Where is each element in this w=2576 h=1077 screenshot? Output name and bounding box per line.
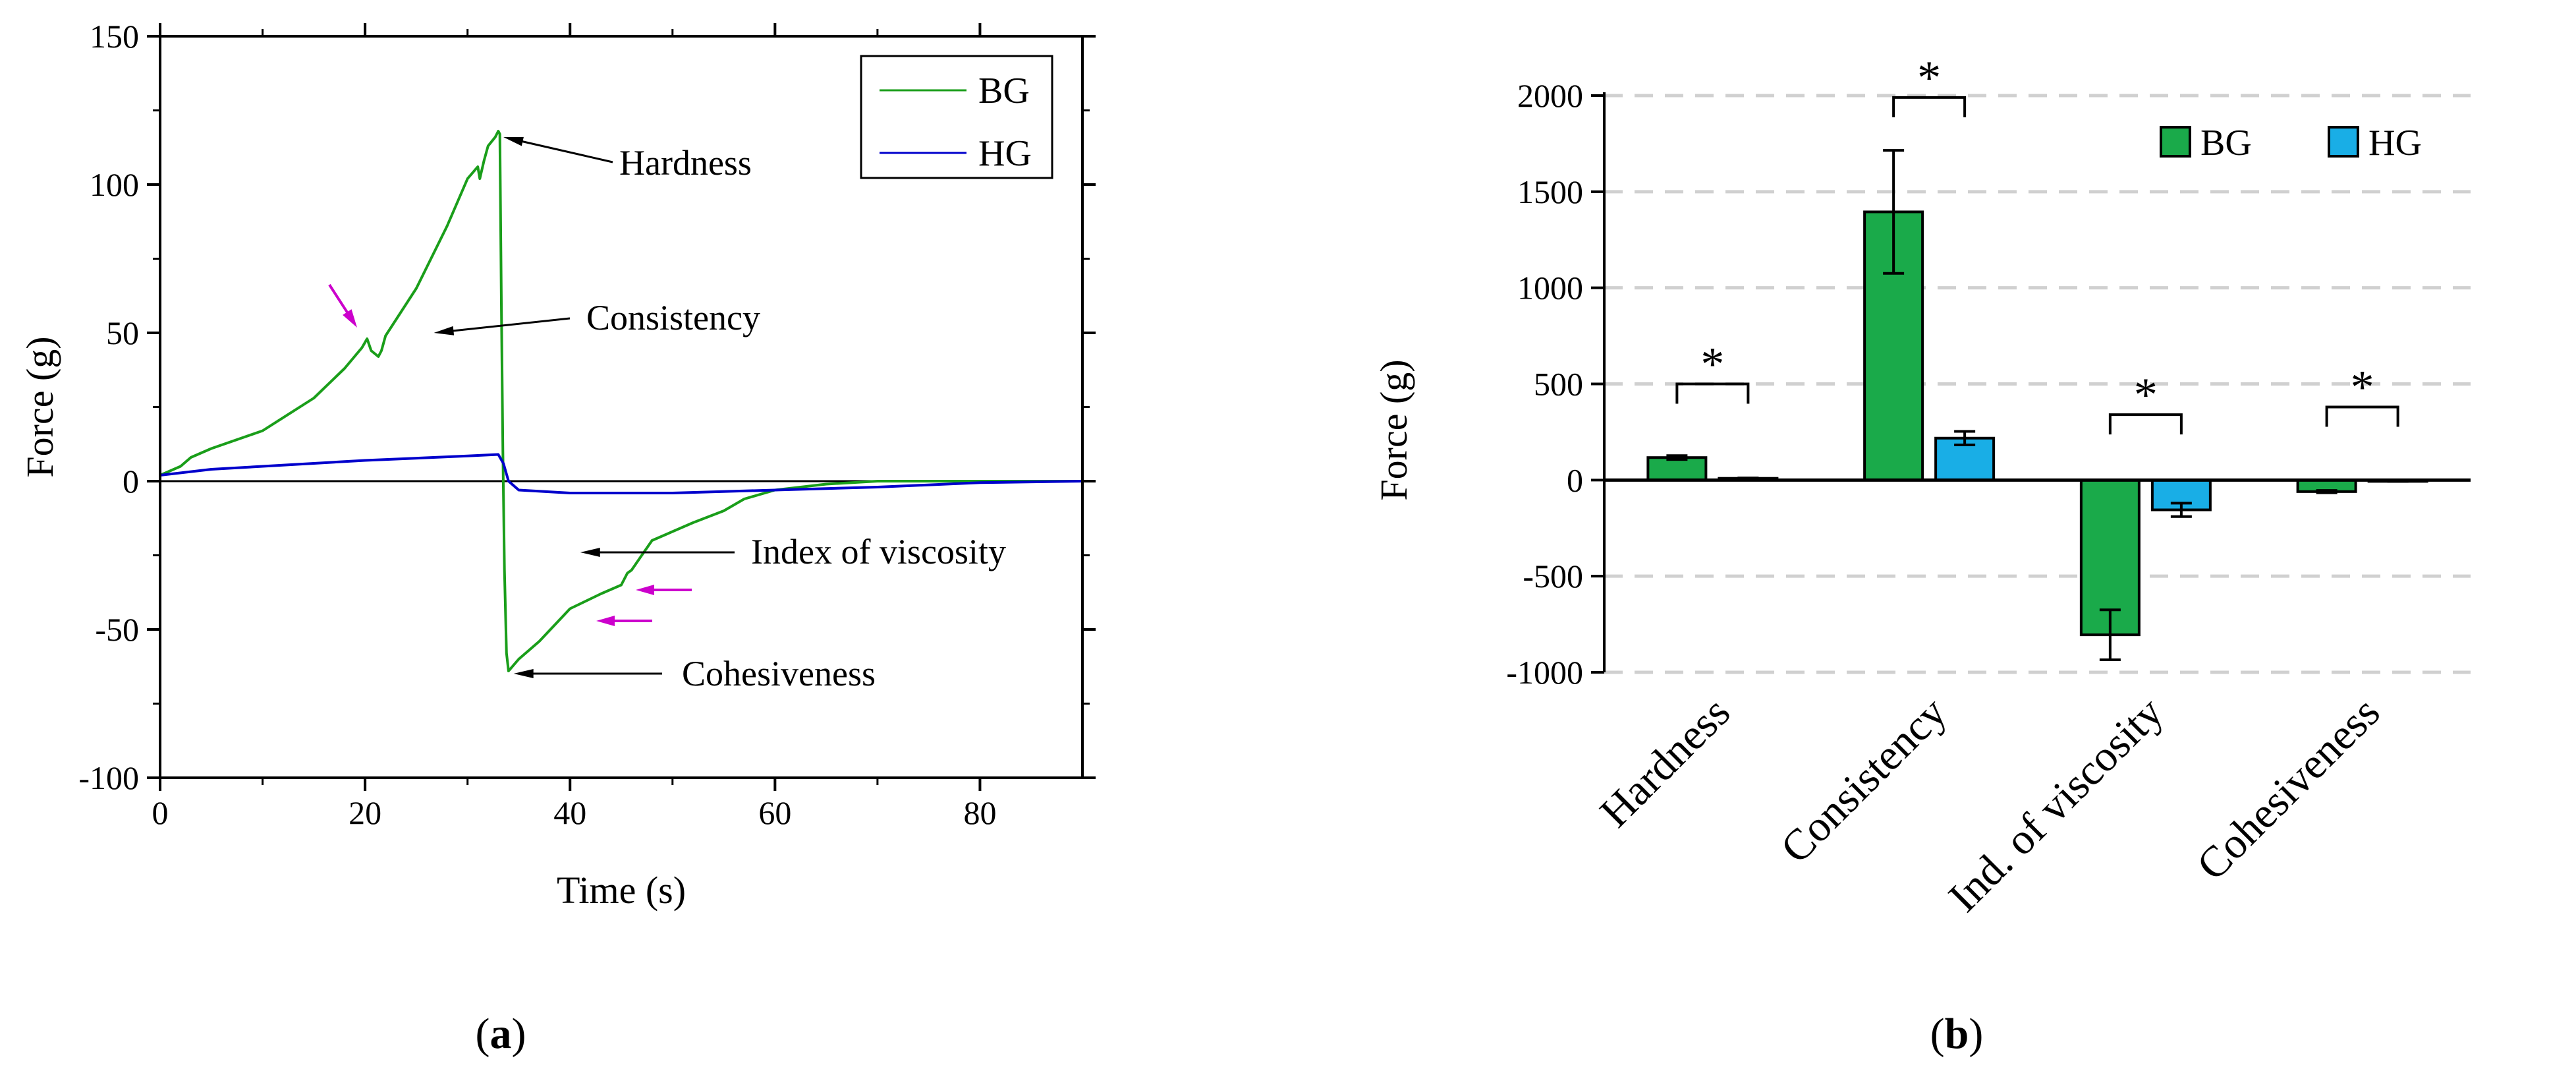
bar-bg-0 [1646,456,1708,482]
annotation-arrow-1-head [434,326,455,335]
panel-a-line-chart: Time (s) Force (g) BG HG Hardness Consis… [18,18,1096,912]
annotation-cohesiveness: Cohesiveness [682,654,876,693]
significance-bracket-2 [2108,413,2183,435]
panel-b-label: (b) [1930,1010,1984,1058]
panel-b-y-axis-title: Force (g) [1372,359,1415,500]
y-tick-label-150: 150 [90,18,139,55]
annotation-arrow-0-head [503,136,524,146]
y-tick-label--50: -50 [95,611,139,648]
y-tick-label-0: 0 [123,463,139,500]
magenta-highlight-arrow-2-head [596,616,615,626]
legend-label-hg: HG [2368,123,2422,163]
significance-star-0: * [1700,338,1724,391]
panel-a-label-close: ) [512,1010,526,1058]
category-label-1: Consistency [1772,688,1956,873]
legend-swatch-hg [2328,126,2359,158]
panel-a-x-axis-title: Time (s) [557,869,686,912]
panel-b-label-open: ( [1930,1010,1945,1058]
y-tick-label--500: -500 [1523,558,1583,595]
annotation-arrow-1-shaft [449,317,571,332]
x-tick-label-40: 40 [553,794,586,831]
x-tick-label-60: 60 [758,794,791,831]
magenta-highlight-arrow-1-head [636,585,654,595]
y-tick-label--100: -100 [78,759,139,796]
series-line-bg [159,130,1082,672]
magenta-highlight-arrow-0-head [343,309,357,328]
category-label-0: Hardness [1591,688,1739,836]
panel-a-label: (a) [476,1010,526,1058]
y-tick-label-50: 50 [106,314,139,351]
y-tick-label-2000: 2000 [1517,77,1583,114]
annotation-hardness: Hardness [619,143,752,183]
panel-a-legend: BG HG [860,55,1053,179]
x-tick-label-80: 80 [963,794,996,831]
category-label-3: Cohesiveness [2188,688,2390,890]
legend-label-bg: BG [978,71,1030,111]
panel-a-label-open: ( [476,1010,490,1058]
annotation-consistency: Consistency [586,298,760,337]
y-tick-label-100: 100 [90,166,139,203]
panel-b-label-close: ) [1969,1010,1983,1058]
significance-bracket-1 [1892,96,1967,117]
legend-label-bg: BG [2200,123,2252,163]
y-tick-label-1500: 1500 [1517,173,1583,210]
legend-label-hg: HG [978,133,1032,174]
significance-bracket-0 [1675,382,1750,404]
annotation-arrow-0-shaft [518,139,613,163]
panel-a-y-axis-title: Force (g) [18,336,61,477]
y-tick-label--1000: -1000 [1506,654,1583,691]
significance-star-3: * [2351,361,2374,414]
annotation-arrow-2-head [580,548,600,557]
category-label-2: Ind. of viscosity [1940,688,2173,921]
magenta-highlight-arrow-0-shaft [328,283,350,316]
y-tick-label-1000: 1000 [1517,270,1583,306]
annotation-arrow-3-head [513,669,534,678]
significance-star-1: * [1917,51,1941,104]
x-tick-label-20: 20 [349,794,381,831]
panel-a-label-letter: a [490,1010,512,1058]
significance-star-2: * [2134,368,2158,421]
panel-a-legend-box [860,55,1053,179]
y-tick-label-500: 500 [1534,366,1583,403]
panel-b-label-letter: b [1945,1010,1969,1058]
y-tick-label-0: 0 [1567,461,1583,498]
panel-b-legend: BG HG [2160,123,2422,163]
annotation-index-of-viscosity: Index of viscosity [751,532,1006,571]
significance-bracket-3 [2325,405,2399,427]
series-line-hg [159,453,1083,494]
legend-swatch-bg [2160,126,2191,158]
x-tick-label-0: 0 [152,794,169,831]
panel-b-bar-chart: Force (g) BG HG -1000 -500 0 500 1000 1500 200… [1372,51,2471,921]
